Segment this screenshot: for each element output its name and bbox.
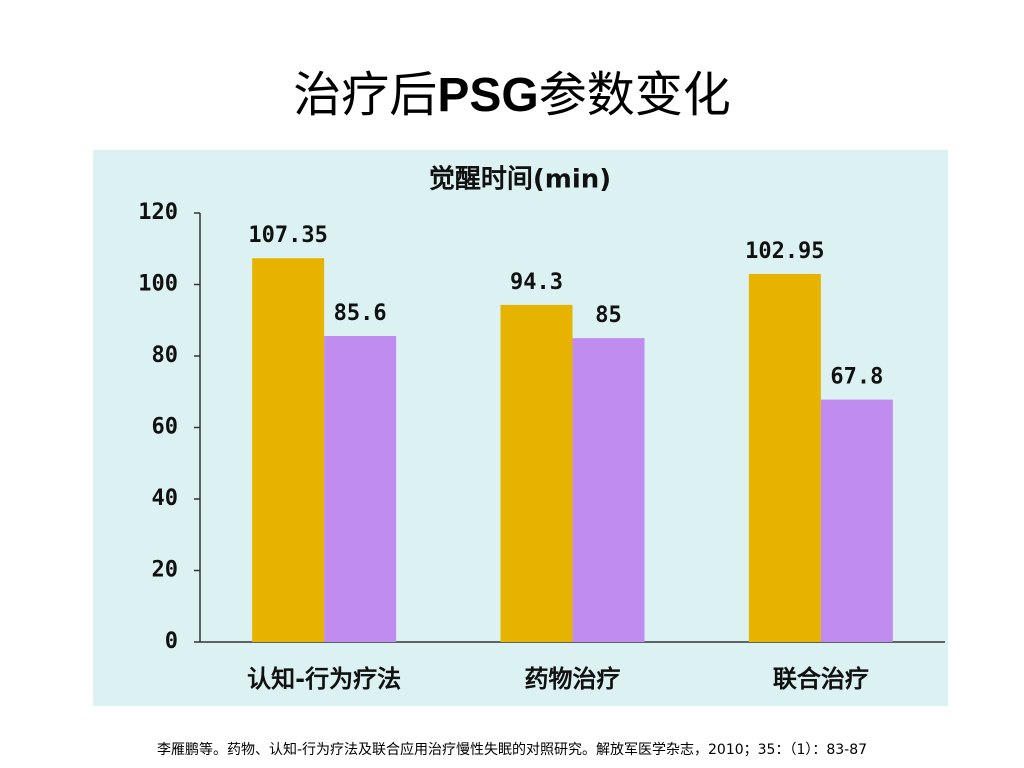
bar (748, 273, 821, 642)
data-label: 102.95 (745, 239, 824, 264)
x-tick-label: 联合治疗 (773, 665, 869, 693)
footnote: 李雁鹏等。药物、认知-行为疗法及联合应用治疗慢性失眠的对照研究。解放军医学杂志，… (157, 741, 867, 758)
x-tick-label: 认知-行为疗法 (247, 665, 401, 693)
data-label: 67.8 (830, 365, 883, 390)
y-tick-label: 60 (152, 415, 179, 440)
bar (820, 399, 893, 642)
data-label: 85.6 (334, 301, 387, 326)
y-tick-label: 120 (138, 200, 178, 225)
bar (324, 335, 397, 642)
chart-title: 觉醒时间(min) (429, 165, 611, 195)
y-tick-label: 100 (138, 272, 178, 297)
data-label: 94.3 (510, 270, 563, 295)
bar (252, 258, 325, 642)
y-tick-label: 20 (152, 558, 179, 583)
x-tick-label: 药物治疗 (525, 665, 621, 693)
bar (572, 338, 645, 642)
bar (500, 304, 573, 642)
title-part: PSG (437, 69, 538, 122)
slide-title: 治疗后PSG参数变化 (293, 67, 730, 123)
y-tick-label: 40 (152, 486, 179, 511)
y-tick-label: 80 (152, 343, 179, 368)
title-part: 参数变化 (539, 67, 731, 123)
y-tick-label: 0 (165, 629, 178, 654)
title-part: 治疗后 (293, 67, 437, 123)
data-label: 107.35 (248, 223, 327, 248)
data-label: 85 (595, 303, 622, 328)
